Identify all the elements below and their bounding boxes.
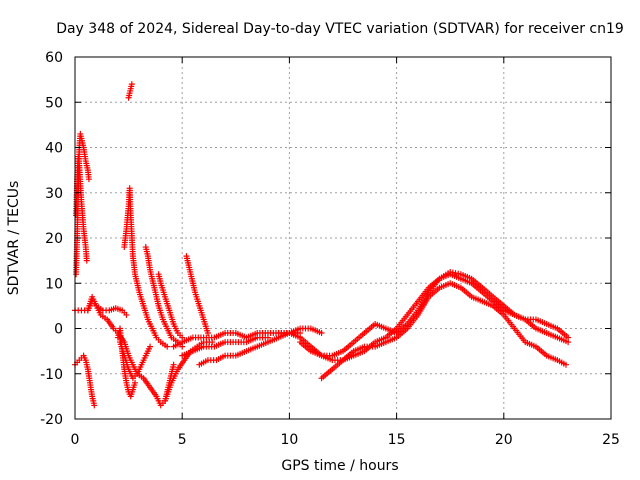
data-point (132, 379, 139, 386)
data-points (72, 81, 572, 409)
y-tick-label: 50 (45, 95, 63, 111)
series-t17 (275, 271, 572, 364)
y-tick-label: 20 (45, 231, 63, 247)
chart-title: Day 348 of 2024, Sidereal Day-to-day VTE… (56, 21, 624, 37)
axis-ticks: 0 5 10 15 20 25 -20 -10 0 10 20 30 40 50 60 (40, 50, 620, 448)
x-tick-label: 5 (178, 432, 187, 448)
series-t11 (155, 271, 186, 341)
series-t10 (142, 244, 186, 350)
x-axis-label: GPS time / hours (281, 458, 398, 474)
y-axis-label: SDTVAR / TECUs (6, 181, 22, 296)
data-point (85, 176, 92, 183)
series-t5 (84, 293, 177, 409)
y-tick-label: 60 (45, 50, 63, 66)
y-tick-label: 30 (45, 186, 63, 202)
series-t8 (125, 81, 135, 101)
x-tick-label: 0 (71, 432, 80, 448)
y-tick-label: 40 (45, 141, 63, 157)
series-t12 (183, 253, 211, 337)
data-point (164, 343, 171, 350)
y-tick-label: 0 (54, 322, 63, 338)
data-point (170, 361, 177, 368)
series-t16 (170, 325, 325, 350)
grid (75, 57, 611, 419)
series-t7 (114, 325, 139, 400)
y-tick-label: 10 (45, 276, 63, 292)
data-point (204, 330, 211, 337)
data-point (128, 81, 135, 88)
x-tick-label: 10 (280, 432, 298, 448)
series-t19 (318, 280, 569, 382)
series-t2 (72, 352, 98, 409)
data-point (83, 257, 90, 264)
y-tick-label: -20 (40, 412, 63, 428)
data-point (147, 343, 154, 350)
y-tick-label: -10 (40, 367, 63, 383)
data-point (123, 311, 130, 318)
series-t9 (121, 185, 171, 350)
x-tick-label: 15 (388, 432, 406, 448)
x-tick-label: 25 (602, 432, 620, 448)
x-tick-label: 20 (495, 432, 513, 448)
data-point (318, 330, 325, 337)
data-point (565, 334, 572, 341)
data-point (91, 402, 98, 409)
data-point (562, 361, 569, 368)
